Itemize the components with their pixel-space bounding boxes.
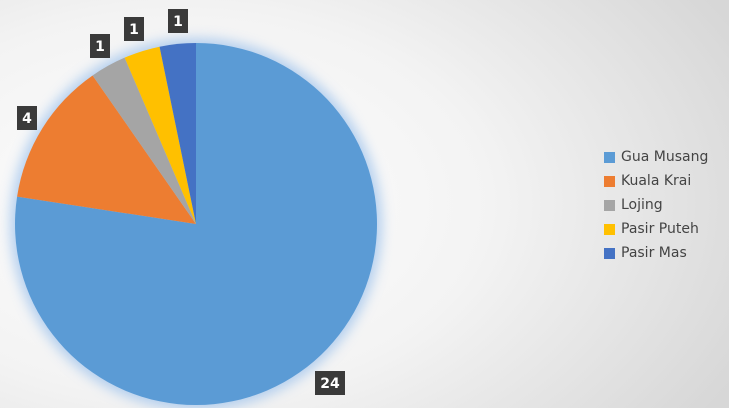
data-label-pasir-puteh: 1 bbox=[129, 22, 139, 38]
legend-item-lojing[interactable]: Lojing bbox=[604, 196, 708, 214]
legend-swatch bbox=[604, 223, 615, 235]
pie-slice-gua-musang[interactable] bbox=[15, 43, 378, 406]
pie-slice-kuala-krai[interactable] bbox=[17, 75, 197, 224]
data-label-box bbox=[168, 9, 188, 33]
legend-label: Pasir Mas bbox=[621, 245, 687, 261]
data-label-kuala-krai: 4 bbox=[22, 111, 32, 127]
data-label-lojing: 1 bbox=[95, 39, 105, 55]
data-label-box bbox=[124, 17, 144, 41]
legend: Gua Musang Kuala Krai Lojing Pasir Puteh… bbox=[604, 148, 708, 262]
data-label-box bbox=[17, 106, 37, 130]
legend-swatch bbox=[604, 199, 615, 211]
legend-item-kuala-krai[interactable]: Kuala Krai bbox=[604, 172, 708, 190]
data-label-pasir-mas: 1 bbox=[173, 14, 183, 30]
legend-label: Gua Musang bbox=[621, 149, 709, 165]
data-label-box bbox=[315, 371, 345, 395]
legend-item-pasir-puteh[interactable]: Pasir Puteh bbox=[604, 220, 708, 238]
legend-item-gua-musang[interactable]: Gua Musang bbox=[604, 148, 708, 166]
data-label-gua-musang: 24 bbox=[320, 376, 340, 392]
data-label-box bbox=[90, 34, 110, 58]
pie-data-labels: 24 4 1 1 1 bbox=[17, 9, 345, 395]
legend-swatch bbox=[604, 151, 615, 163]
legend-swatch bbox=[604, 175, 615, 187]
pie-slices bbox=[15, 43, 378, 406]
pie-slice-lojing[interactable] bbox=[92, 57, 196, 224]
legend-item-pasir-mas[interactable]: Pasir Mas bbox=[604, 244, 708, 262]
legend-label: Pasir Puteh bbox=[621, 221, 699, 237]
legend-label: Kuala Krai bbox=[621, 173, 692, 189]
pie-slice-pasir-mas[interactable] bbox=[159, 43, 196, 224]
legend-label: Lojing bbox=[621, 197, 663, 213]
legend-swatch bbox=[604, 247, 615, 259]
pie-slice-pasir-puteh[interactable] bbox=[124, 46, 196, 225]
